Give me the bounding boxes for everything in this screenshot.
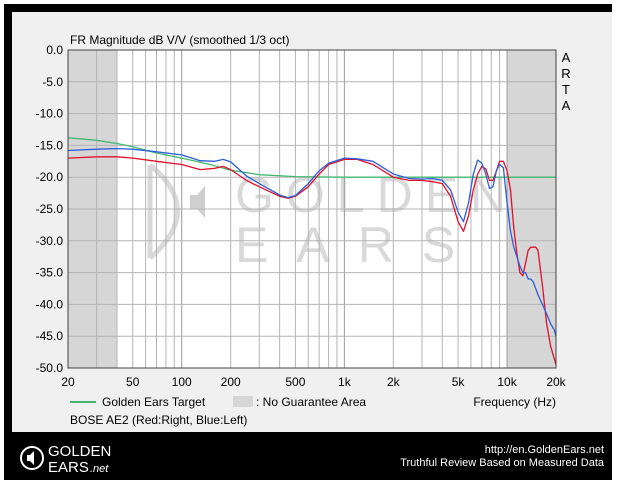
brand-suffix: .net xyxy=(90,463,109,475)
legend-area-swatch xyxy=(233,396,253,407)
x-tick-label: 500 xyxy=(285,375,305,389)
y-tick-label: -35.0 xyxy=(36,266,64,280)
x-tick-label: 5k xyxy=(452,375,466,389)
y-tick-label: -5.0 xyxy=(42,75,63,89)
y-tick-labels: 0.0 -5.0 -10.0 -15.0 -20.0 -25.0 -30.0 -35.0 -40… xyxy=(36,43,64,375)
x-tick-label: 2k xyxy=(387,375,401,389)
brand-bottom: EARS xyxy=(48,459,89,476)
series-line-2 xyxy=(67,147,557,337)
arta-letter: A xyxy=(562,50,571,65)
footer-tagline: Truthful Review Based on Measured Data xyxy=(400,457,604,469)
x-tick-label: 10k xyxy=(497,375,517,389)
footer-url[interactable]: http://en.GoldenEars.net xyxy=(484,444,604,456)
axes xyxy=(67,49,557,369)
x-tick-label: 200 xyxy=(221,375,241,389)
logo-ring xyxy=(20,446,44,470)
x-tick-labels: 20 50 100 200 500 1k 2k 5k 10k 20k xyxy=(61,375,566,389)
series-group xyxy=(67,137,557,365)
series-line-0 xyxy=(67,137,556,178)
logo-speaker xyxy=(27,451,34,465)
legend-area-label: : No Guarantee Area xyxy=(256,395,366,409)
plot-border xyxy=(67,49,557,369)
watermark-text-bottom: EARS xyxy=(235,217,483,273)
x-tick-label: 20 xyxy=(61,375,75,389)
y-tick-label: -25.0 xyxy=(36,202,64,216)
y-tick-label: -10.0 xyxy=(36,107,64,121)
y-tick-label: -50.0 xyxy=(36,361,64,375)
arta-letter: A xyxy=(562,98,571,113)
legend: Golden Ears Target : No Guarantee Area xyxy=(70,395,366,409)
series-line-1 xyxy=(67,156,557,365)
x-tick-label: 100 xyxy=(172,375,192,389)
arta-letter: T xyxy=(562,82,570,97)
watermark-d-shape xyxy=(147,163,180,260)
arta-letter: R xyxy=(561,66,570,81)
device-label: BOSE AE2 (Red:Right, Blue:Left) xyxy=(70,413,247,427)
x-tick-label: 1k xyxy=(338,375,352,389)
footer-logo: GOLDEN EARS .net xyxy=(18,440,128,481)
y-tick-label: -30.0 xyxy=(36,234,64,248)
x-tick-label: 50 xyxy=(126,375,140,389)
footer-info: http://en.GoldenEars.net Truthful Review… xyxy=(400,444,604,470)
chart-title: FR Magnitude dB V/V (smoothed 1/3 oct) xyxy=(70,33,289,47)
y-tick-label: 0.0 xyxy=(46,43,63,57)
y-tick-label: -15.0 xyxy=(36,138,64,152)
brand-top: GOLDEN xyxy=(48,443,111,460)
x-axis-label: Frequency (Hz) xyxy=(473,395,556,409)
legend-target-label: Golden Ears Target xyxy=(102,395,206,409)
brand-logo-icon: GOLDEN EARS .net xyxy=(20,443,111,476)
y-tick-label: -40.0 xyxy=(36,297,64,311)
x-tick-label: 20k xyxy=(546,375,566,389)
y-tick-label: -45.0 xyxy=(36,329,64,343)
y-tick-label: -20.0 xyxy=(36,170,64,184)
watermark-speaker-icon xyxy=(190,186,205,218)
